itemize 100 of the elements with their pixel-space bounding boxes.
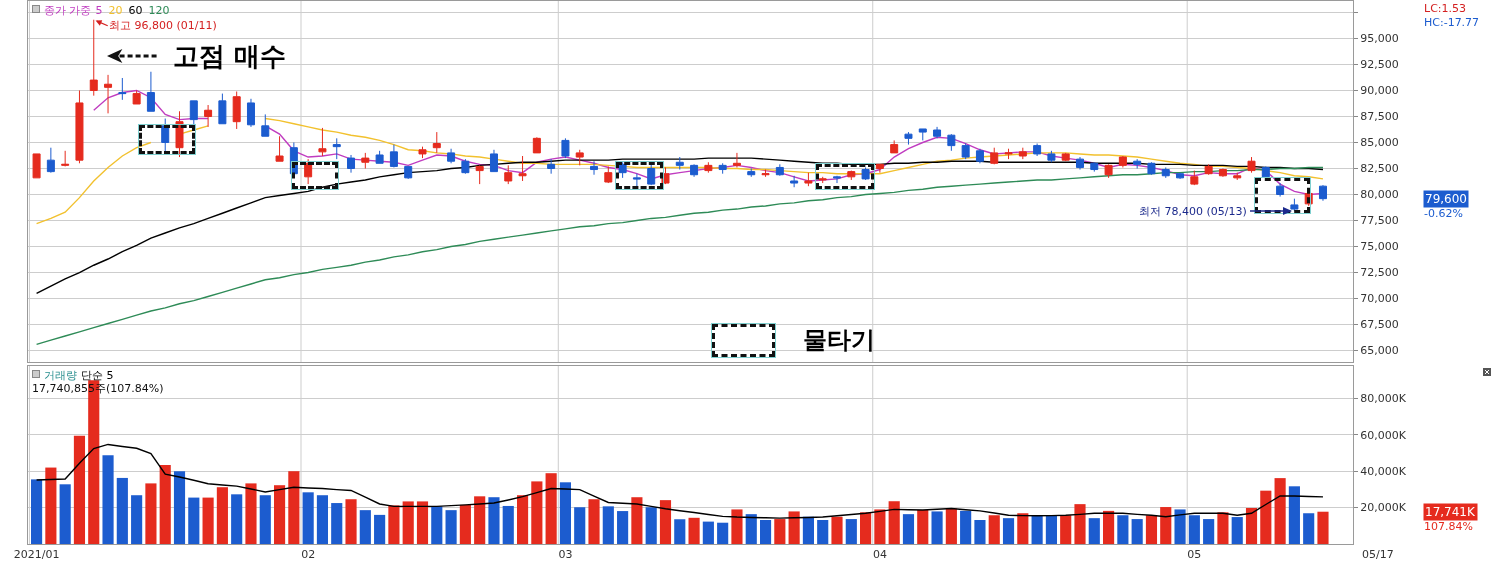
bar <box>988 515 1000 544</box>
candlestick <box>1318 184 1327 202</box>
bar <box>1245 507 1258 544</box>
bar <box>1203 519 1215 544</box>
candlestick <box>1018 147 1027 160</box>
candlestick <box>547 158 556 175</box>
bar <box>1217 512 1229 544</box>
bar <box>702 521 714 544</box>
candlestick <box>833 175 842 184</box>
bar <box>459 504 471 544</box>
bar <box>931 511 943 544</box>
bar <box>588 499 600 544</box>
annotation: 최저 78,400 (05/13) <box>1139 205 1247 218</box>
candlestick <box>1290 198 1299 212</box>
y-tick-label: 40,000K <box>1360 465 1407 479</box>
bar <box>759 519 772 544</box>
candlestick <box>132 89 141 105</box>
candlestick <box>1276 182 1285 198</box>
y-tick-label: 60,000K <box>1360 428 1407 442</box>
candlestick <box>1004 148 1013 160</box>
candlestick <box>261 113 270 137</box>
candlestick <box>161 118 170 153</box>
candlestick <box>432 131 441 154</box>
bar <box>1188 515 1200 544</box>
bar <box>1174 509 1186 544</box>
bar <box>631 497 643 544</box>
text: 79,600 <box>1425 192 1467 206</box>
text: 107.84% <box>1424 520 1473 533</box>
bar <box>1060 515 1072 544</box>
text: 5 <box>95 4 103 17</box>
bar <box>1074 504 1086 544</box>
y-tick-label: 85,000 <box>1360 136 1399 150</box>
bar <box>374 514 386 544</box>
bar <box>1045 515 1057 544</box>
bar <box>674 519 686 544</box>
bar <box>1274 478 1286 544</box>
bar <box>159 465 171 544</box>
candlestick <box>861 166 870 181</box>
bar <box>102 455 114 544</box>
bar <box>59 484 71 544</box>
bar <box>902 514 915 544</box>
x-tick-label: 03 <box>558 548 573 562</box>
bar <box>1131 519 1143 544</box>
y-tick-label: 70,000 <box>1360 292 1399 306</box>
y-tick-label: 95,000 <box>1360 32 1399 46</box>
candlestick <box>690 163 699 178</box>
candlestick <box>475 164 484 185</box>
bar <box>316 495 329 544</box>
candlestick <box>790 175 799 188</box>
bar <box>331 503 343 544</box>
candlestick <box>918 128 927 141</box>
candlestick <box>447 148 456 164</box>
bar <box>73 435 86 544</box>
text: 17,741K <box>1425 505 1476 519</box>
candlestick <box>875 163 884 174</box>
text: 20 <box>108 4 123 17</box>
candlestick <box>332 137 341 160</box>
candlestick <box>461 158 470 175</box>
candlestick <box>1233 172 1242 181</box>
y-tick-label: 90,000 <box>1360 84 1399 98</box>
candlestick <box>246 98 255 128</box>
bar <box>288 471 300 544</box>
bar <box>1303 513 1315 544</box>
candlestick <box>532 136 541 154</box>
candlestick <box>890 139 899 154</box>
candlestick <box>104 74 113 114</box>
bar <box>1103 510 1115 544</box>
candlestick <box>847 170 856 181</box>
text: HC:-17.77 <box>1424 16 1480 29</box>
bar <box>502 505 514 544</box>
candlestick <box>1047 150 1056 163</box>
annotation: 고점 매수 <box>173 41 287 71</box>
bar <box>31 479 43 544</box>
candlestick <box>1161 166 1170 179</box>
bar <box>960 510 972 544</box>
y-tick-label: 87,500 <box>1360 110 1399 124</box>
bar <box>388 505 400 544</box>
candlestick <box>1090 161 1099 173</box>
bar <box>945 508 957 544</box>
candlestick <box>118 77 127 101</box>
bar <box>617 511 629 544</box>
bar <box>173 471 186 544</box>
candlestick <box>1190 170 1199 186</box>
y-tick-label: 80,000 <box>1360 188 1399 202</box>
bar <box>731 509 743 544</box>
candlestick <box>1218 168 1227 178</box>
candlestick <box>575 149 584 166</box>
bar <box>717 522 729 544</box>
candlestick <box>1104 163 1113 179</box>
candlestick <box>1176 172 1185 180</box>
text: LC:1.53 <box>1424 2 1467 15</box>
bar <box>1231 517 1243 544</box>
y-tick-label: 80,000K <box>1360 392 1407 406</box>
bar <box>1117 515 1129 544</box>
y-tick-label: 20,000K <box>1360 501 1407 515</box>
bar <box>445 510 457 544</box>
candlestick <box>489 149 498 173</box>
candlestick <box>818 176 827 184</box>
candlestick <box>75 89 84 164</box>
bar <box>531 481 543 544</box>
